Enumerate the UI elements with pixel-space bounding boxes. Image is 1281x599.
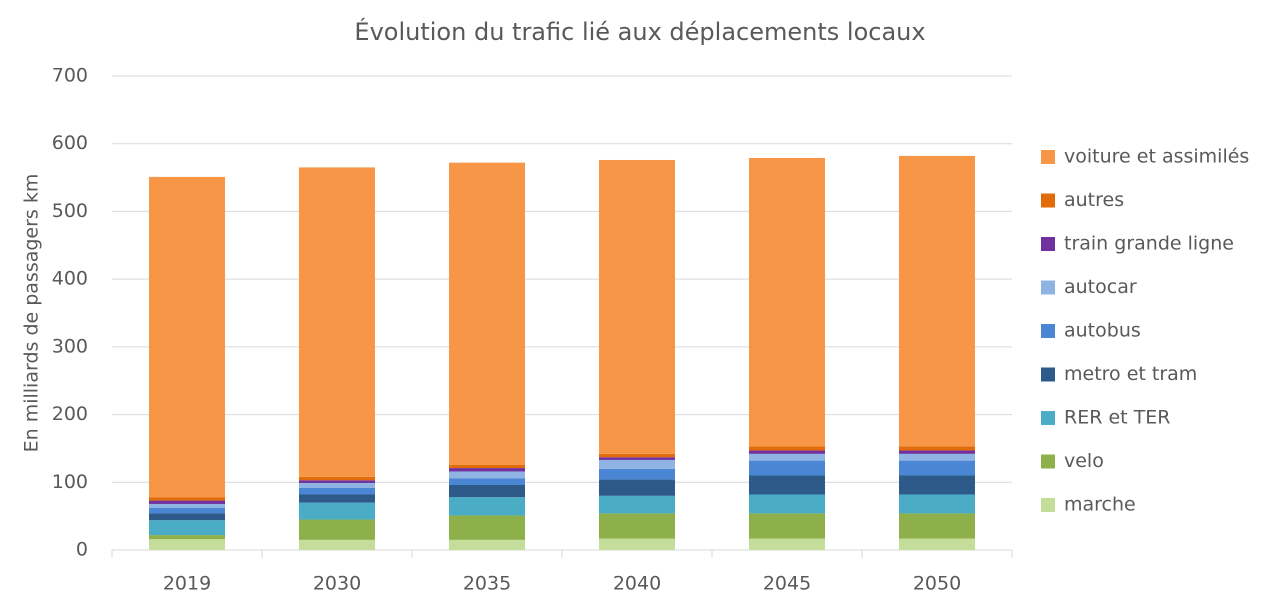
bar-segment [299, 480, 375, 483]
y-tick-label: 300 [52, 335, 88, 357]
bar-segment [749, 494, 825, 514]
bar-segment [599, 479, 675, 496]
bar-segment [899, 538, 975, 550]
legend-swatch [1041, 193, 1055, 208]
bar-segment [599, 459, 675, 469]
legend-swatch [1041, 150, 1055, 164]
x-tick-label: 2019 [163, 573, 211, 595]
legend-swatch [1041, 324, 1055, 338]
bar-segment [749, 450, 825, 454]
bar-segment [899, 155, 975, 447]
bar-segment [149, 535, 225, 540]
bar-segment [449, 484, 525, 498]
x-tick-label: 2035 [463, 573, 511, 595]
y-tick-label: 200 [52, 403, 88, 425]
bar-segment [449, 539, 525, 550]
bar-segment [149, 508, 225, 514]
x-tick-label: 2040 [613, 573, 661, 595]
bar-segment [149, 520, 225, 536]
bar-segment [899, 446, 975, 451]
bar-segment [599, 468, 675, 480]
legend-swatch [1041, 237, 1055, 251]
bar-segment [299, 482, 375, 488]
legend-swatch [1041, 280, 1055, 295]
legend-swatch [1041, 367, 1055, 382]
legend-label: RER et TER [1064, 407, 1170, 429]
legend-label: autres [1064, 189, 1124, 211]
legend-label: autocar [1064, 276, 1137, 298]
legend-label: marche [1064, 494, 1136, 516]
y-tick-label: 500 [52, 200, 88, 222]
bar-segment [749, 513, 825, 539]
bar-segment [899, 453, 975, 461]
legend-label: metro et tram [1064, 363, 1197, 385]
x-tick-label: 2030 [313, 573, 361, 595]
x-tick-label: 2050 [913, 573, 961, 595]
bar-segment [749, 475, 825, 495]
bar-segment [449, 515, 525, 540]
bar-segment [899, 460, 975, 476]
bar-segment [149, 503, 225, 509]
bar-segment [149, 176, 225, 498]
y-tick-label: 0 [76, 539, 88, 561]
bar-segment [749, 460, 825, 476]
bar-segment [899, 513, 975, 539]
bar-segment [599, 538, 675, 550]
bar-segment [599, 513, 675, 539]
bar-segment [749, 157, 825, 447]
x-tick-label: 2045 [763, 573, 811, 595]
bar-segment [449, 468, 525, 472]
legend-label: autobus [1064, 320, 1141, 342]
bar-segment [299, 539, 375, 550]
bar-segment [899, 450, 975, 454]
bar-segment [449, 464, 525, 469]
bar-segment [599, 159, 675, 454]
bar-segment [149, 513, 225, 521]
y-tick-label: 100 [52, 471, 88, 493]
bar-segment [449, 162, 525, 465]
bar-segment [299, 487, 375, 495]
bar-segment [599, 457, 675, 460]
bar-segment [899, 475, 975, 495]
bar-segment [449, 478, 525, 485]
bar-segment [599, 453, 675, 458]
y-tick-label: 400 [52, 268, 88, 290]
legend-swatch [1041, 454, 1055, 469]
bar-segment [749, 453, 825, 461]
y-tick-label: 700 [52, 65, 88, 87]
y-axis-label: En milliards de passagers km [21, 174, 43, 453]
bar-segment [749, 538, 825, 550]
bar-segment [449, 471, 525, 479]
bar-segment [149, 500, 225, 504]
bar-segment [149, 497, 225, 501]
chart-title: Évolution du trafic lié aux déplacements… [354, 17, 925, 46]
bar-segment [299, 167, 375, 477]
bar-segment [299, 494, 375, 503]
legend-swatch [1041, 498, 1055, 512]
y-tick-label: 600 [52, 132, 88, 154]
legend-swatch [1041, 411, 1055, 425]
bar-segment [899, 494, 975, 514]
bar-segment [299, 519, 375, 540]
bar-segment [149, 539, 225, 550]
legend-label: train grande ligne [1064, 233, 1234, 255]
bar-segment [599, 495, 675, 514]
legend-label: velo [1064, 450, 1104, 472]
legend-label: voiture et assimilés [1064, 146, 1249, 168]
bar-segment [299, 502, 375, 520]
bar-segment [749, 446, 825, 451]
bar-segment [449, 497, 525, 516]
bar-segment [299, 476, 375, 481]
